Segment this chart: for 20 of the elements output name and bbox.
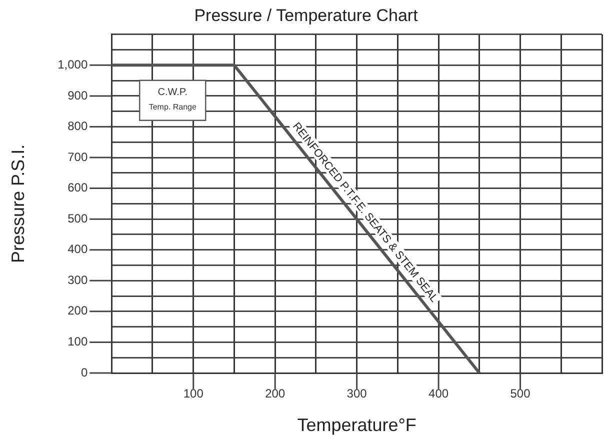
y-tick-label: 700 xyxy=(68,150,88,164)
chart-title: Pressure / Temperature Chart xyxy=(194,6,418,25)
y-tick-label: 1,000 xyxy=(58,57,88,72)
y-tick-label: 900 xyxy=(68,88,88,102)
x-tick-label: 300 xyxy=(346,386,368,401)
x-tick-label: 400 xyxy=(428,386,449,401)
y-tick-label: 0 xyxy=(80,365,88,380)
y-tick-label: 400 xyxy=(68,242,88,256)
annotation: C.W.P. Temp. Range xyxy=(148,87,197,112)
x-tick-label: 500 xyxy=(510,386,531,401)
y-tick-label: 200 xyxy=(68,304,88,318)
y-tick-label: 300 xyxy=(68,272,88,287)
y-tick-label: 100 xyxy=(68,334,88,349)
y-tick-label: 800 xyxy=(68,119,88,134)
y-tick-label: 600 xyxy=(68,180,88,195)
x-tick-label: 200 xyxy=(265,386,286,401)
x-axis-title: Temperature°F xyxy=(297,415,416,436)
y-axis-title: Pressure P.S.I. xyxy=(8,144,28,264)
y-tick-label: 500 xyxy=(68,211,88,226)
x-tick-label: 100 xyxy=(183,386,204,401)
